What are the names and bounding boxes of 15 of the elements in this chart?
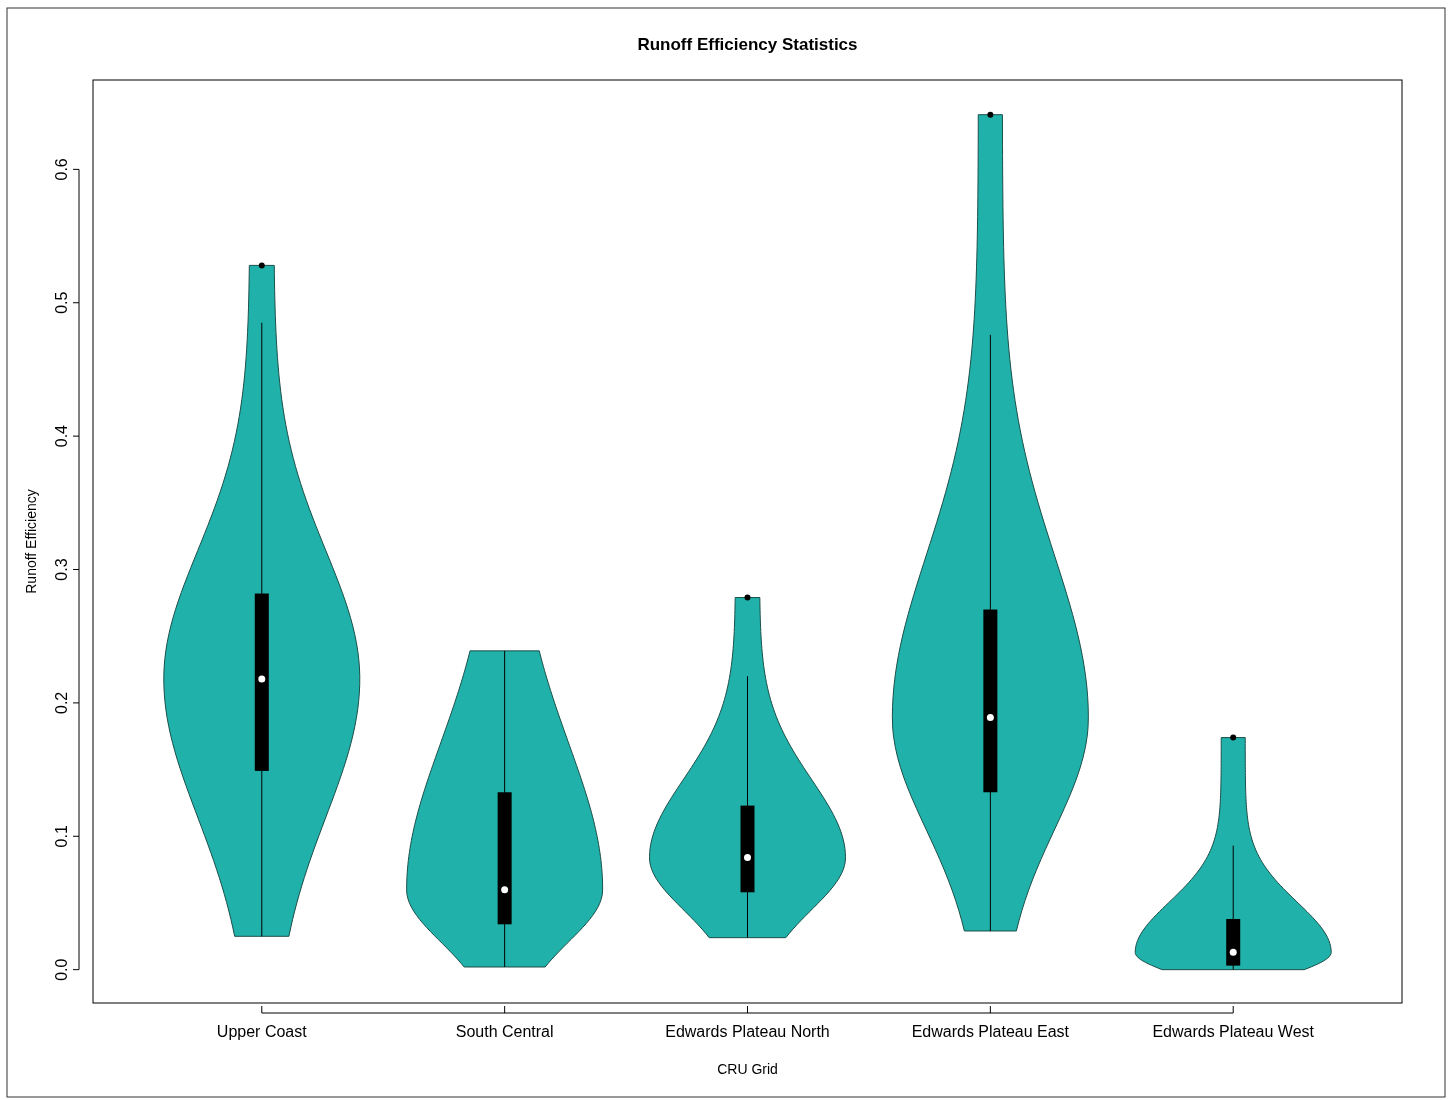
y-axis-title: Runoff Efficiency: [23, 489, 39, 594]
y-tick-label: 0.5: [53, 291, 70, 314]
x-axis-title: CRU Grid: [717, 1061, 778, 1077]
y-tick-label: 0.2: [53, 691, 70, 715]
x-tick-label: Upper Coast: [216, 1023, 308, 1040]
y-tick-label: 0.3: [53, 558, 70, 581]
y-tick-label: 0.1: [53, 825, 70, 848]
x-tick-label: Edwards Plateau East: [911, 1023, 1070, 1040]
chart-title: Runoff Efficiency Statistics: [637, 35, 858, 54]
x-tick-label: South Central: [455, 1023, 554, 1040]
x-tick-label: Edwards Plateau West: [1152, 1023, 1315, 1040]
y-tick-label: 0.4: [53, 424, 70, 448]
y-tick-label: 0.0: [53, 958, 70, 981]
x-tick-label: Edwards Plateau North: [665, 1023, 830, 1040]
y-tick-label: 0.6: [53, 158, 70, 181]
